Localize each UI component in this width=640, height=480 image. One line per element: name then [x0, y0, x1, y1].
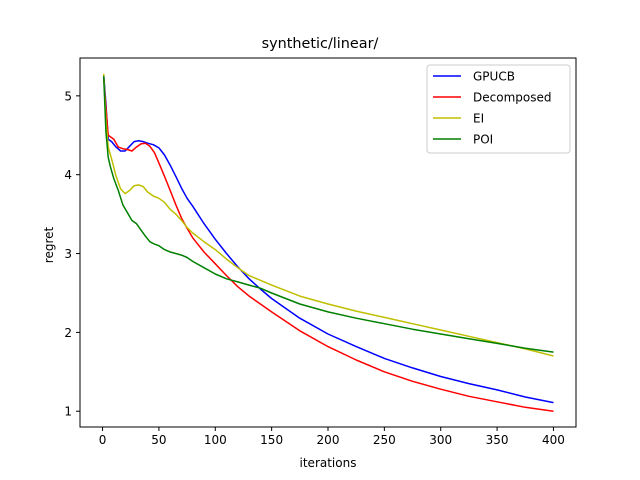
x-tick-label: 350: [486, 433, 509, 447]
legend-box: [426, 64, 571, 154]
y-tick-label: 3: [64, 247, 72, 261]
y-axis-label: regret: [42, 226, 56, 263]
y-axis: 1 2 3 4 5: [64, 89, 80, 419]
legend-label-decomposed: Decomposed: [473, 91, 551, 105]
x-tick-label: 250: [373, 433, 396, 447]
x-tick-label: 400: [542, 433, 565, 447]
y-tick-label: 1: [64, 405, 72, 419]
legend-label-ei: EI: [473, 112, 484, 126]
legend-label-gpucb: GPUCB: [473, 70, 515, 84]
x-tick-label: 200: [317, 433, 340, 447]
plot-lines: [102, 73, 554, 412]
x-tick-label: 100: [204, 433, 227, 447]
legend: GPUCB Decomposed EI POI: [426, 64, 571, 154]
x-axis-label: iterations: [300, 456, 357, 470]
chart-title: synthetic/linear/: [262, 36, 379, 52]
legend-label-poi: POI: [473, 133, 493, 147]
x-tick-label: 50: [151, 433, 166, 447]
y-tick-label: 5: [64, 89, 72, 103]
series-line-poi: [102, 76, 554, 353]
series-line-ei: [102, 73, 554, 357]
y-tick-label: 2: [64, 326, 72, 340]
x-tick-label: 300: [429, 433, 452, 447]
series-line-gpucb: [102, 74, 554, 404]
y-tick-label: 4: [64, 168, 72, 182]
x-tick-label: 0: [99, 433, 107, 447]
x-axis: 0 50 100 150 200 250 300 350 400: [99, 427, 565, 447]
x-tick-label: 150: [260, 433, 283, 447]
